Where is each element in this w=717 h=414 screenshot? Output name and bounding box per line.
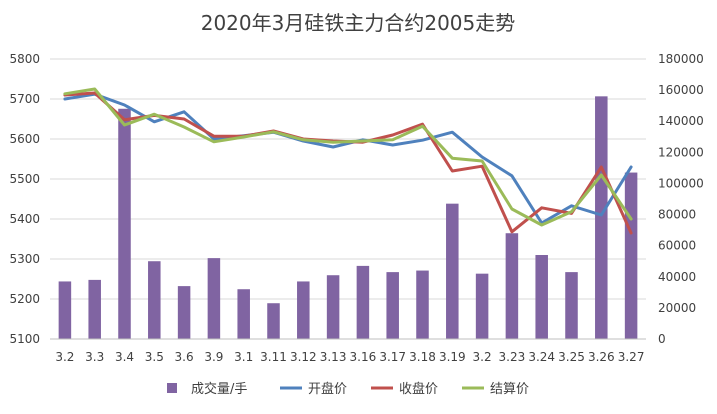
volume-bar (565, 272, 578, 339)
x-tick-label: 3.3 (85, 350, 104, 364)
x-tick-label: 3.5 (145, 350, 164, 364)
x-tick-label: 3.4 (115, 350, 134, 364)
x-tick-label: 3.18 (409, 350, 436, 364)
volume-bar (237, 289, 250, 339)
volume-bar (207, 258, 221, 339)
legend-item: 收盘价 (371, 381, 438, 397)
y-right-tick-label: 60000 (658, 239, 696, 253)
open-price-line (63, 92, 633, 225)
x-tick-label: 3.2 (55, 350, 74, 364)
legend-item: 开盘价 (280, 381, 347, 397)
x-tick-label: 3.16 (350, 350, 377, 364)
volume-bar (505, 233, 519, 339)
x-tick-label: 3.11 (260, 350, 287, 364)
y-right-tick-label: 180000 (658, 52, 704, 66)
settlement-price-line (63, 87, 633, 227)
volume-bar (58, 281, 72, 339)
volume-bar (535, 255, 548, 339)
legend-label: 开盘价 (308, 381, 347, 397)
y-left-tick-label: 5400 (9, 212, 40, 226)
axis-layer: 5100 5200 5300 5400 5500 5600 5700 5800 0 20000 40… (9, 52, 703, 364)
volume-bar (118, 108, 131, 340)
volume-bar (297, 281, 310, 339)
x-tick-label: 3.6 (175, 350, 194, 364)
volume-bar (416, 270, 429, 339)
volume-bar (326, 275, 340, 339)
x-tick-label: 3.1 (234, 350, 253, 364)
y-left-tick-label: 5600 (9, 132, 40, 146)
line-layer (63, 87, 633, 235)
volume-bar (177, 286, 191, 339)
volume-bar (88, 279, 101, 339)
volume-bar (624, 172, 638, 339)
volume-bar (475, 273, 489, 339)
y-left-tick-label: 5500 (9, 172, 40, 186)
y-right-tick-label: 140000 (658, 114, 704, 128)
x-tick-label: 3.26 (588, 350, 615, 364)
volume-bar (595, 96, 608, 339)
legend-label: 收盘价 (399, 381, 438, 397)
volume-bar (386, 272, 399, 339)
x-tick-label: 3.2 (473, 350, 492, 364)
legend-swatch-bar (167, 383, 177, 393)
bar-layer (58, 96, 638, 340)
x-tick-label: 3.12 (290, 350, 317, 364)
x-tick-label: 3.13 (320, 350, 347, 364)
legend-item: 结算价 (462, 382, 529, 397)
volume-bar (356, 265, 370, 339)
grid-layer (50, 58, 646, 340)
x-tick-label: 3.9 (204, 350, 223, 364)
volume-bar (267, 303, 280, 339)
y-right-tick-label: 100000 (658, 176, 704, 190)
y-left-tick-label: 5300 (9, 252, 40, 266)
x-tick-label: 3.24 (528, 350, 555, 364)
y-right-tick-label: 120000 (658, 145, 704, 159)
y-right-tick-label: 160000 (658, 83, 704, 97)
x-tick-label: 3.19 (439, 350, 466, 364)
y-right-tick-label: 80000 (658, 208, 696, 222)
volume-bar (148, 261, 161, 339)
x-tick-label: 3.25 (558, 350, 585, 364)
legend-label: 成交量/手 (191, 381, 247, 397)
close-price-line (63, 91, 633, 235)
y-left-tick-label: 5200 (9, 292, 40, 306)
volume-bar (446, 203, 459, 339)
y-right-tick-label: 0 (658, 332, 666, 346)
y-right-tick-label: 20000 (658, 301, 696, 315)
y-left-tick-label: 5100 (9, 332, 40, 346)
x-tick-label: 3.27 (618, 350, 645, 364)
y-right-tick-label: 40000 (658, 270, 696, 284)
legend-item: 成交量/手 (167, 381, 247, 397)
chart-title: 2020年3月硅铁主力合约2005走势 (201, 11, 516, 35)
legend-label: 结算价 (490, 382, 529, 397)
legend: 成交量/手 开盘价 收盘价 结算价 (167, 381, 529, 397)
x-tick-label: 3.23 (499, 350, 526, 364)
y-left-tick-label: 5700 (9, 92, 40, 106)
x-tick-label: 3.17 (379, 350, 406, 364)
y-left-tick-label: 5800 (9, 52, 40, 66)
